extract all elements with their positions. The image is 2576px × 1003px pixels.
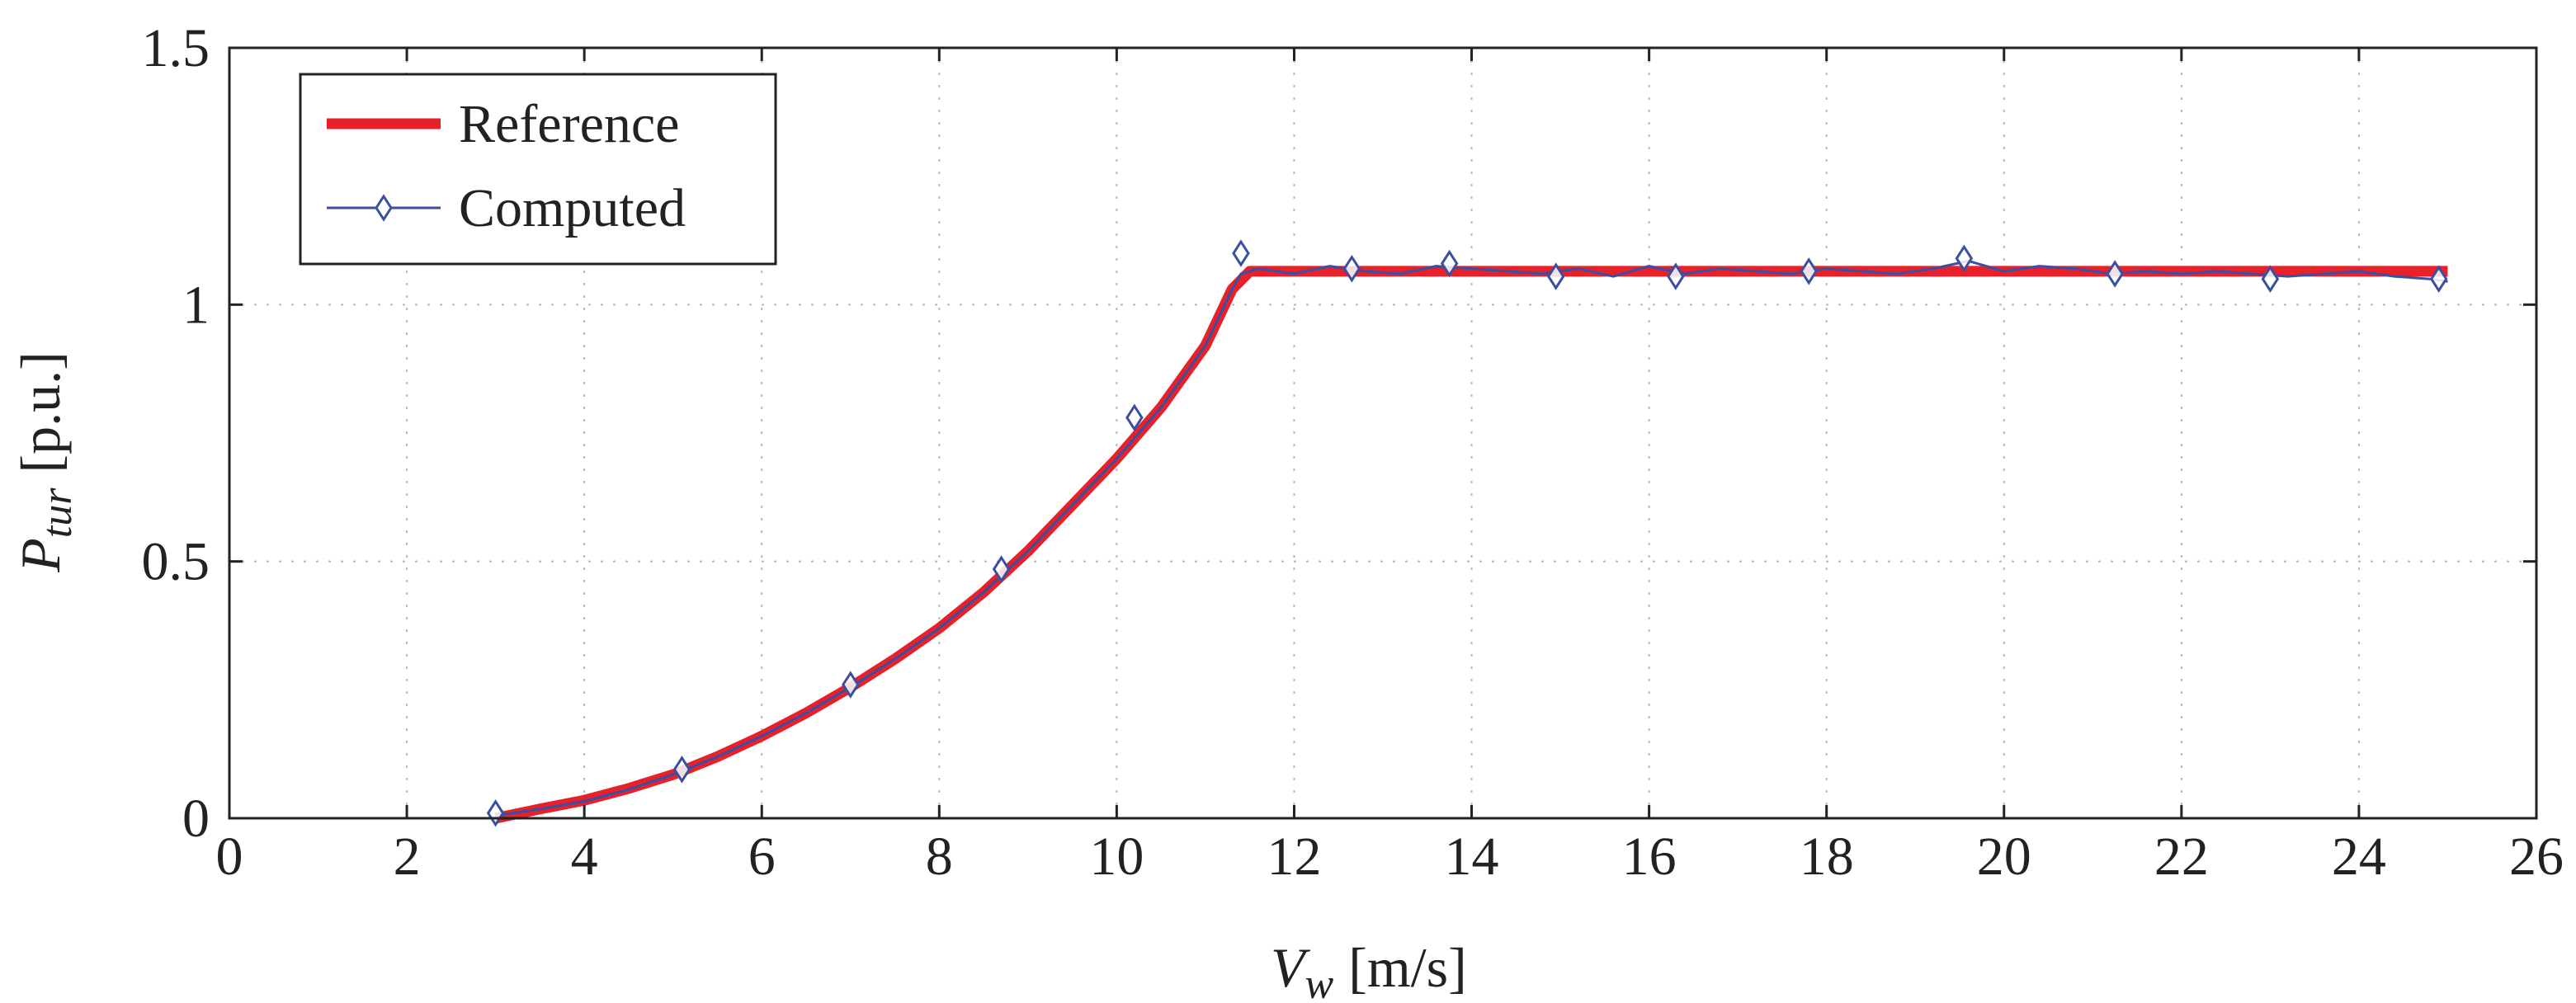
x-tick-label: 14 bbox=[1445, 826, 1499, 887]
x-tick-label: 10 bbox=[1089, 826, 1144, 887]
y-tick-label: 0 bbox=[182, 789, 210, 849]
y-tick-label: 1.5 bbox=[142, 18, 210, 78]
x-tick-label: 0 bbox=[216, 826, 243, 887]
computed-data-point bbox=[992, 555, 1011, 583]
computed-data-point bbox=[672, 756, 691, 784]
x-tick-label: 4 bbox=[571, 826, 598, 887]
x-tick-label: 24 bbox=[2332, 826, 2386, 887]
legend-computed-marker bbox=[375, 194, 393, 222]
computed-data-point bbox=[1125, 403, 1144, 432]
x-axis-subscript: w bbox=[1305, 961, 1334, 1003]
grid-lines bbox=[229, 48, 2536, 818]
y-axis-label: Ptur [p.u.] bbox=[9, 351, 81, 573]
x-tick-label: 16 bbox=[1622, 826, 1677, 887]
computed-data-point bbox=[2261, 265, 2280, 293]
x-tick-label: 12 bbox=[1267, 826, 1321, 887]
computed-data-point bbox=[1440, 249, 1459, 278]
x-tick-label: 18 bbox=[1800, 826, 1854, 887]
y-axis-symbol: P bbox=[9, 538, 72, 573]
computed-data-point bbox=[841, 671, 860, 699]
x-axis-unit: [m/s] bbox=[1348, 936, 1467, 999]
computed-data-point bbox=[2106, 260, 2124, 288]
legend-reference-label: Reference bbox=[459, 94, 679, 154]
computed-data-point bbox=[1342, 254, 1361, 283]
legend: Reference Computed bbox=[299, 73, 777, 266]
x-tick-label: 26 bbox=[2509, 826, 2564, 887]
y-axis-subscript: tur bbox=[34, 487, 81, 538]
computed-data-point bbox=[1955, 244, 1974, 273]
computed-data-point bbox=[1800, 257, 1818, 285]
x-tick-label: 2 bbox=[394, 826, 421, 887]
computed-series-line bbox=[495, 259, 2448, 817]
computed-data-point bbox=[2429, 265, 2448, 293]
y-tick-label: 1 bbox=[182, 275, 210, 335]
computed-data-point bbox=[1232, 239, 1250, 267]
svg-text:Vw[m/s]: Vw [m/s] bbox=[1271, 936, 1467, 1003]
y-axis-unit: [p.u.] bbox=[9, 351, 72, 473]
plot-frame bbox=[228, 46, 2538, 820]
legend-box bbox=[299, 73, 777, 266]
x-tick-label: 8 bbox=[926, 826, 953, 887]
x-axis-label: Vw [m/s] bbox=[1271, 936, 1467, 1003]
svg-text:Ptur[p.u.]: Ptur [p.u.] bbox=[9, 351, 81, 573]
computed-data-point bbox=[1667, 262, 1685, 290]
y-tick-label: 0.5 bbox=[142, 532, 210, 592]
x-tick-label: 6 bbox=[748, 826, 776, 887]
x-axis-symbol: V bbox=[1271, 936, 1311, 999]
computed-data-point bbox=[1546, 262, 1565, 290]
x-tick-label: 22 bbox=[2154, 826, 2209, 887]
x-tick-label: 20 bbox=[1977, 826, 2031, 887]
legend-computed-label: Computed bbox=[459, 178, 686, 238]
